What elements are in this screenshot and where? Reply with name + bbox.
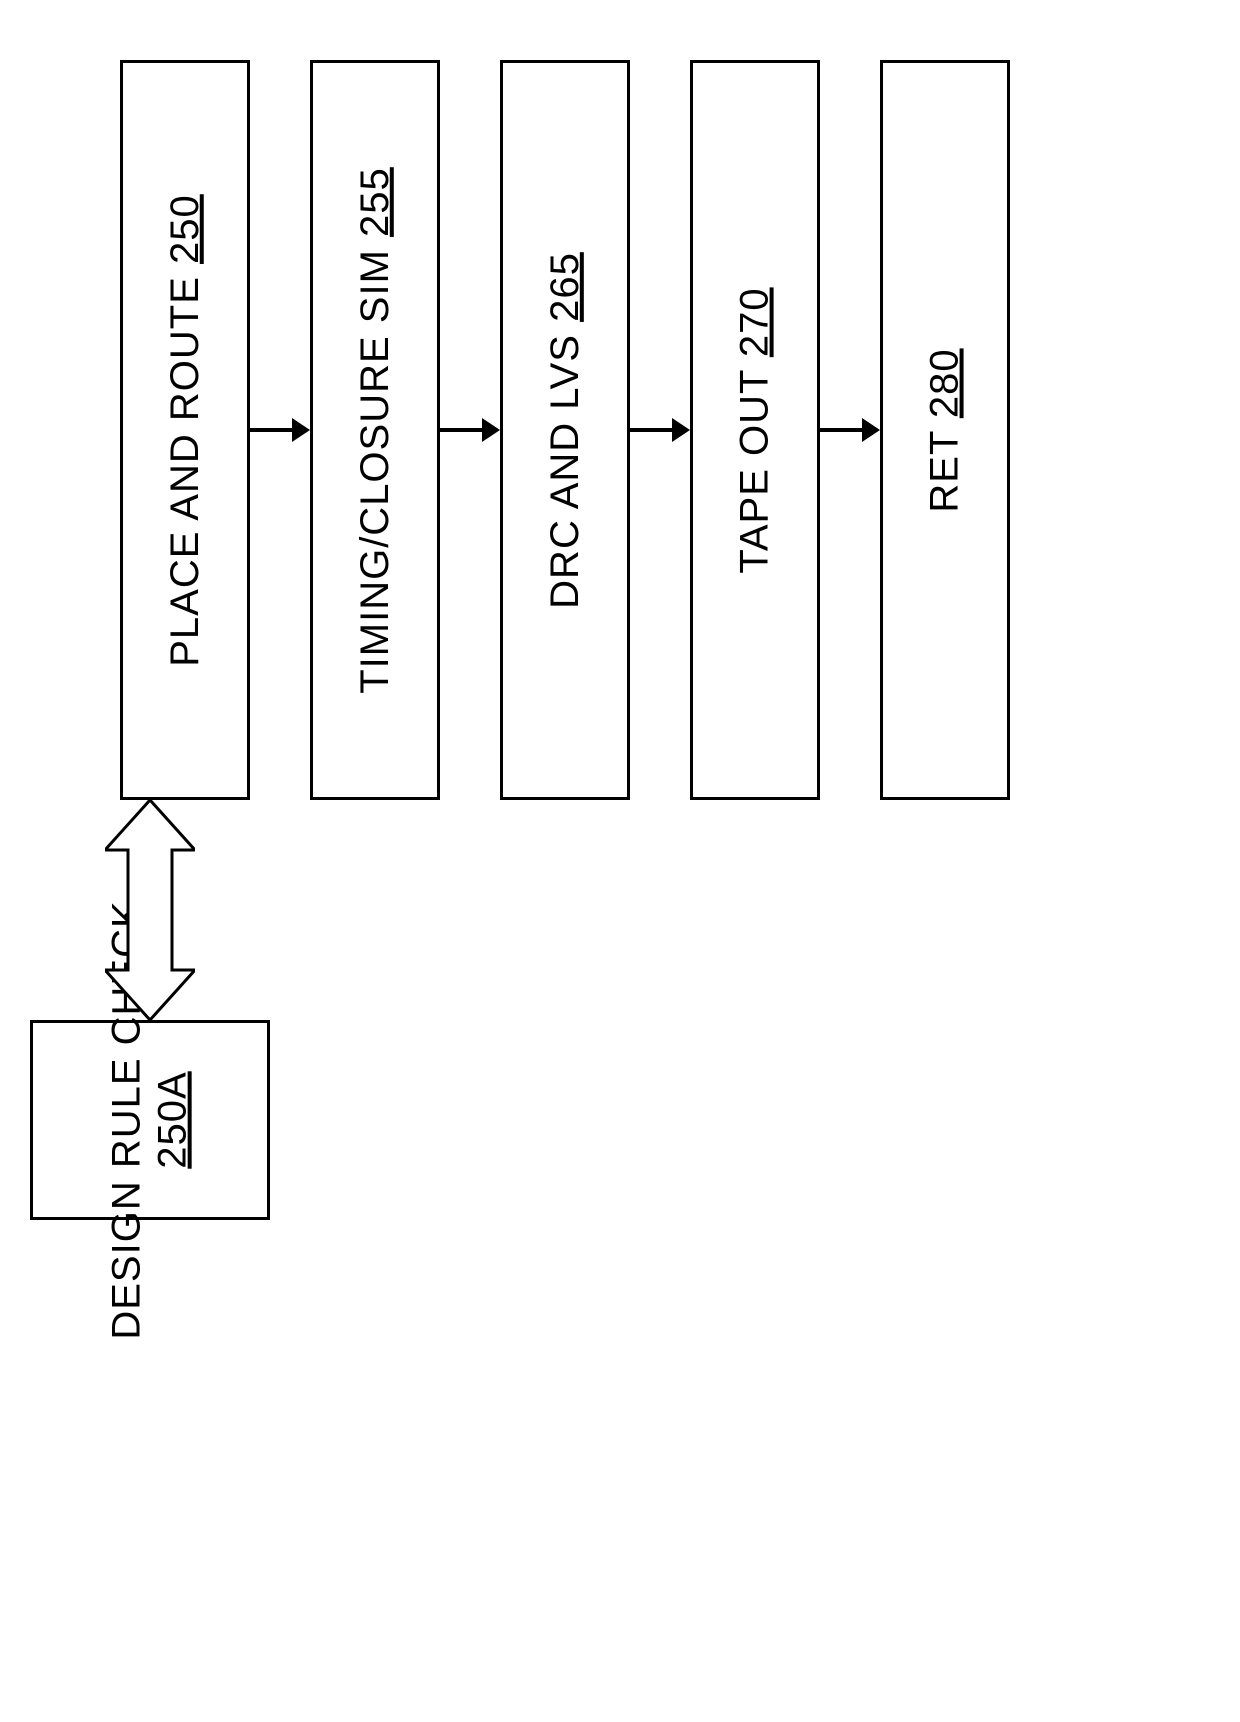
edge-arrow bbox=[440, 410, 500, 450]
label-ref: 250 bbox=[163, 194, 207, 264]
label-text: PLACE AND ROUTE bbox=[163, 276, 207, 667]
node-drc-and-lvs: DRC AND LVS 265 bbox=[500, 60, 630, 800]
node-design-rule-check: DESIGN RULE CHECK 250A bbox=[30, 1020, 270, 1220]
label-ref: 280 bbox=[923, 348, 967, 418]
node-tape-out: TAPE OUT 270 bbox=[690, 60, 820, 800]
label-ref: 255 bbox=[353, 167, 397, 237]
node-place-and-route: PLACE AND ROUTE 250 bbox=[120, 60, 250, 800]
bidir-arrow-icon bbox=[105, 800, 195, 1020]
label-text: TIMING/CLOSURE SIM bbox=[353, 249, 397, 694]
label-text: RET bbox=[923, 430, 967, 512]
node-label: TIMING/CLOSURE SIM 255 bbox=[353, 167, 398, 694]
edge-arrow bbox=[820, 410, 880, 450]
label-ref: 265 bbox=[543, 252, 587, 322]
node-label: PLACE AND ROUTE 250 bbox=[163, 194, 208, 667]
label-text: TAPE OUT bbox=[733, 369, 777, 573]
label-ref: 270 bbox=[733, 287, 777, 357]
edge-arrow bbox=[250, 410, 310, 450]
node-label: DRC AND LVS 265 bbox=[543, 252, 588, 609]
edge-arrow bbox=[630, 410, 690, 450]
node-timing-closure-sim: TIMING/CLOSURE SIM 255 bbox=[310, 60, 440, 800]
node-ret: RET 280 bbox=[880, 60, 1010, 800]
label-ref: 250A bbox=[151, 1071, 195, 1168]
node-label: TAPE OUT 270 bbox=[733, 287, 778, 573]
node-label: RET 280 bbox=[923, 348, 968, 512]
label-text: DRC AND LVS bbox=[543, 334, 587, 609]
